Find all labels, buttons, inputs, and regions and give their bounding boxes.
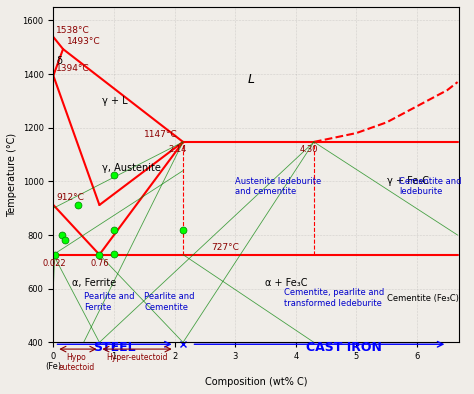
Text: Cementite (Fe₃C): Cementite (Fe₃C)	[387, 294, 458, 303]
Text: 0.76: 0.76	[90, 258, 109, 268]
Text: Hyper-eutectoid: Hyper-eutectoid	[106, 353, 168, 362]
Text: 2.14: 2.14	[168, 145, 187, 154]
Y-axis label: Temperature (°C): Temperature (°C)	[7, 133, 17, 217]
Text: γ, Austenite: γ, Austenite	[102, 163, 161, 173]
Text: 4.30: 4.30	[300, 145, 319, 154]
Text: γ + L: γ + L	[102, 96, 128, 106]
Text: Pearlite and
Cementite: Pearlite and Cementite	[144, 292, 195, 312]
Text: 1147°C: 1147°C	[144, 130, 178, 139]
Text: 0.022: 0.022	[43, 258, 66, 268]
Text: Austenite ledeburite
and cementite: Austenite ledeburite and cementite	[235, 177, 321, 197]
Text: Cementite and
ledeburite: Cementite and ledeburite	[399, 177, 461, 197]
Text: δ: δ	[56, 56, 62, 66]
Text: 912°C: 912°C	[56, 193, 84, 202]
Text: 1394°C: 1394°C	[56, 64, 90, 72]
Text: 727°C: 727°C	[211, 243, 239, 252]
Text: α + Fe₃C: α + Fe₃C	[265, 278, 308, 288]
Text: 1493°C: 1493°C	[67, 37, 100, 46]
Text: γ + Fe₃C: γ + Fe₃C	[387, 177, 428, 186]
Text: STEEL: STEEL	[92, 341, 135, 354]
Text: 1538°C: 1538°C	[56, 26, 90, 35]
Text: Pearlite and
Ferrite: Pearlite and Ferrite	[83, 292, 134, 312]
Text: CAST IRON: CAST IRON	[306, 341, 382, 354]
Text: L: L	[247, 73, 254, 86]
Text: Hypo
eutectoid: Hypo eutectoid	[58, 353, 94, 372]
Text: α, Ferrite: α, Ferrite	[72, 278, 116, 288]
X-axis label: Composition (wt% C): Composition (wt% C)	[205, 377, 308, 387]
Text: Cementite, pearlite and
transformed ledeburite: Cementite, pearlite and transformed lede…	[283, 288, 384, 308]
